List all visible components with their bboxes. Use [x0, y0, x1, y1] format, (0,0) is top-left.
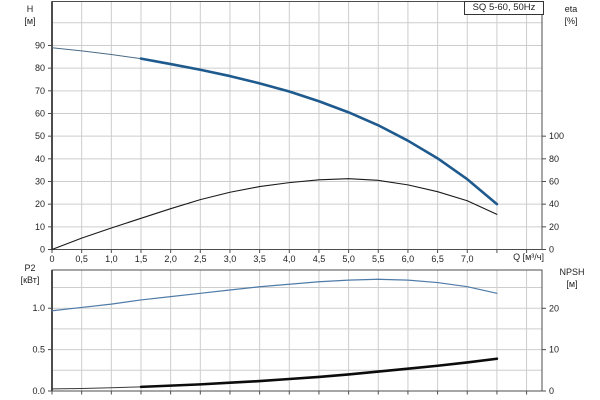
x-tick-label: 4,0 [283, 254, 296, 264]
left-tick-label: 0 [40, 245, 45, 255]
x-tick-label: 5,5 [372, 254, 385, 264]
p2-axis-unit: [кВт] [20, 275, 40, 285]
x-tick-label: 1,0 [105, 254, 118, 264]
top-left-axis-header: H [м] [8, 3, 52, 27]
eta-curve [51, 178, 498, 251]
q-axis-title: Q [м³/ч] [513, 252, 544, 262]
p2-axis-title: P2 [24, 263, 36, 273]
left-tick-label: 30 [35, 176, 45, 186]
tick-labels: 0 0,5 1,0 1,5 2,0 2,5 3,0 3,5 4,0 4,5 5,0 5,5 6,0 6,5… [35, 40, 564, 264]
left-tick-label: 70 [35, 86, 45, 96]
right-tick-label: 0 [549, 386, 554, 396]
left-tick-label: 90 [35, 40, 45, 50]
x-tick-label: 2,0 [164, 254, 177, 264]
power-npsh-chart: 0.0 0.5 1.0 0 10 20 [32, 269, 559, 396]
x-tick-label: 2,5 [194, 254, 207, 264]
right-tick-label: 100 [549, 131, 564, 141]
left-tick-label: 0.5 [32, 345, 45, 355]
h-axis-unit: [м] [24, 16, 36, 26]
left-tick-label: 1.0 [32, 303, 45, 313]
x-tick-label: 0 [49, 254, 54, 264]
right-tick-label: 60 [549, 176, 559, 186]
left-tick-label: 10 [35, 222, 45, 232]
h-axis-title: H [26, 4, 34, 14]
npsh-axis-unit: [м] [566, 279, 578, 289]
h-curve-lead-in [51, 47, 142, 60]
grid [52, 1, 542, 250]
tick-marks [48, 307, 546, 395]
x-tick-label: 4,5 [313, 254, 326, 264]
bottom-left-axis-header: P2 [кВт] [8, 262, 52, 286]
npsh-curve [139, 357, 499, 389]
x-tick-label: 5,0 [342, 254, 355, 264]
x-tick-label: 3,0 [224, 254, 237, 264]
right-tick-label: 40 [549, 199, 559, 209]
h-curve [139, 57, 499, 206]
right-tick-label: 20 [549, 303, 559, 313]
right-tick-label: 10 [549, 345, 559, 355]
right-tick-label: 0 [549, 245, 554, 255]
right-tick-label: 80 [549, 154, 559, 164]
tick-labels: 0.0 0.5 1.0 0 10 20 [32, 303, 559, 396]
x-tick-label: 6,5 [431, 254, 444, 264]
left-tick-label: 20 [35, 199, 45, 209]
tick-marks [48, 44, 546, 253]
x-tick-label: 6,0 [402, 254, 415, 264]
left-tick-label: 40 [35, 154, 45, 164]
eta-axis-title: eta [564, 4, 578, 14]
right-tick-label: 20 [549, 222, 559, 232]
head-efficiency-chart: 0 0,5 1,0 1,5 2,0 2,5 3,0 3,5 4,0 4,5 5,0 5,5 6,0 6,5… [35, 1, 564, 264]
left-tick-label: 50 [35, 131, 45, 141]
x-tick-label: 1,5 [135, 254, 148, 264]
top-right-axis-header: eta [%] [549, 3, 593, 27]
p2-curve [51, 278, 498, 312]
plot-border [51, 1, 543, 250]
left-tick-label: 0.0 [32, 386, 45, 396]
bottom-right-axis-header: NPSH [м] [548, 266, 596, 290]
left-tick-label: 80 [35, 63, 45, 73]
plot-border [51, 269, 543, 392]
eta-axis-unit: [%] [564, 16, 578, 26]
x-tick-label: 3,5 [253, 254, 266, 264]
npsh-curve-lead-in [51, 386, 142, 390]
npsh-axis-title: NPSH [559, 267, 585, 277]
curve-title-box: SQ 5-60, 50Hz [464, 1, 544, 15]
x-tick-label: 0,5 [75, 254, 88, 264]
x-tick-label: 7,0 [461, 254, 474, 264]
left-tick-label: 60 [35, 108, 45, 118]
grid [52, 270, 542, 391]
